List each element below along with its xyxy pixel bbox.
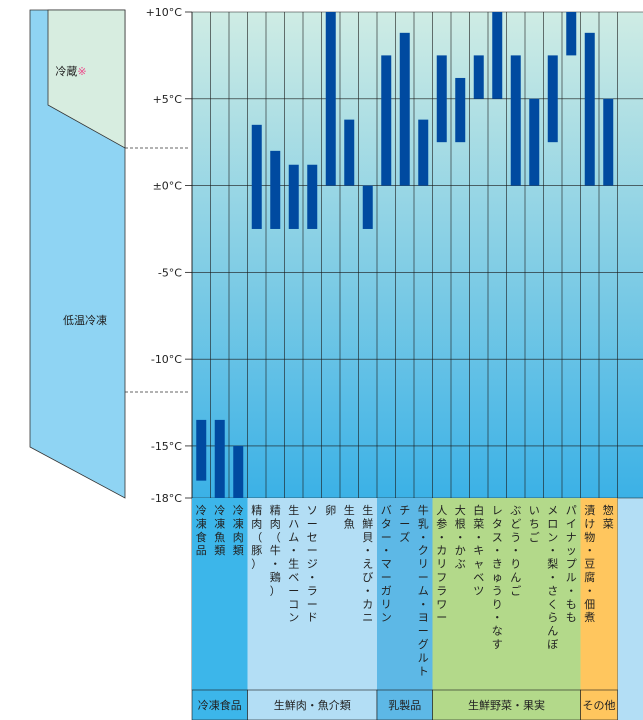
category-label: ぶどう・りんご [510, 504, 521, 597]
bar-series [196, 12, 614, 498]
category-label: パイナップル・もも [566, 504, 577, 624]
temperature-range-bar [584, 32, 595, 186]
y-tick-label: -18°C [151, 492, 182, 505]
group-legend-cell [191, 689, 248, 720]
temperature-range-bar [270, 150, 281, 229]
temperature-range-bar [325, 12, 336, 186]
category-column-bg [543, 498, 562, 690]
category-label: 冷凍魚類 [214, 504, 225, 557]
category-column-bg [488, 498, 507, 690]
zone-label-low-temp-freezing: 低温冷凍 [63, 314, 107, 327]
category-column-bg [451, 498, 470, 690]
y-tick-label: ±0°C [153, 180, 183, 193]
group-legend-label: 冷凍食品 [198, 698, 242, 712]
y-tick-label: +10°C [146, 6, 183, 19]
category-label: チーズ [399, 504, 410, 544]
category-column-bg [599, 498, 618, 690]
plot-area [192, 12, 643, 498]
category-label: 冷凍食品 [196, 504, 207, 557]
category-column-bg [469, 498, 488, 690]
category-column-bg [340, 498, 359, 690]
category-column-bg [580, 498, 599, 690]
y-tick-label: -15°C [151, 440, 182, 453]
category-label: 精肉（牛・鶏） [270, 504, 281, 597]
category-column-bg [377, 498, 396, 690]
category-column-bg [358, 498, 377, 690]
temperature-range-bar [233, 445, 244, 498]
category-label: レタス・きゅうり・なす [492, 504, 503, 651]
temperature-range-bar [307, 164, 318, 229]
category-label: 冷凍肉類 [233, 504, 244, 557]
category-column-bg [284, 498, 303, 690]
temperature-range-bar [566, 12, 577, 56]
group-legend-label: 生鮮野菜・果実 [468, 698, 545, 712]
category-label: 人参・カリフラワー [436, 504, 447, 624]
temperature-range-bar [344, 119, 355, 186]
category-label: メロン・梨・さくらんぼ [547, 504, 558, 651]
category-column-bg [303, 498, 322, 690]
temperature-range-bar [196, 419, 207, 481]
temperature-range-bar [603, 98, 614, 186]
temperature-range-bar [510, 55, 521, 186]
category-column-bg [247, 498, 266, 690]
temperature-range-bar [214, 419, 225, 498]
category-column-bg [432, 498, 451, 690]
zone-label-refrigeration: 冷蔵※ [55, 65, 86, 78]
category-column-bg [266, 498, 285, 690]
category-label: 牛乳・クリーム・ヨーグルト [418, 503, 429, 678]
temperature-range-bar [381, 55, 392, 186]
category-label: 精肉（豚） [251, 504, 262, 571]
group-legend-row: 冷凍食品 生鮮肉・魚介類 乳製品 生鮮野菜・果実 その他 [191, 689, 618, 720]
temperature-range-bar [473, 55, 484, 99]
category-column-bg [229, 498, 248, 690]
y-axis: +10°C +5°C ±0°C -5°C -10°C -15°C -18°C [146, 6, 193, 505]
group-legend-label: 乳製品 [388, 698, 421, 712]
category-label: 生鮮貝・えび・カニ [362, 503, 373, 624]
temperature-range-bar [492, 12, 503, 99]
category-column-bg [321, 498, 340, 690]
temperature-range-bar [529, 98, 540, 186]
category-label: 大根・かぶ [455, 503, 466, 571]
temperature-range-bar [362, 185, 373, 229]
category-column-bg [506, 498, 525, 690]
temperature-range-bar [251, 124, 262, 229]
category-column-bg [210, 498, 229, 690]
y-tick-label: -5°C [158, 266, 182, 279]
category-label: いちご [529, 504, 540, 544]
temperature-range-bar [288, 164, 299, 229]
category-label: 惣菜 [603, 503, 614, 530]
temperature-range-bar [436, 55, 447, 143]
y-tick-label: +5°C [153, 93, 183, 106]
category-column-bg [414, 498, 433, 690]
category-column-bg [192, 498, 211, 690]
category-column-bg [395, 498, 414, 690]
category-label: 生ハム・生ベーコン [288, 503, 299, 624]
category-column-bg [525, 498, 544, 690]
category-column-bg [562, 498, 581, 690]
temperature-range-bar [455, 77, 466, 143]
temperature-range-bar [547, 55, 558, 143]
category-label: 生魚 [344, 503, 355, 530]
category-label: 白菜・キャベツ [473, 503, 484, 597]
category-label: ソーセージ・ラード [307, 504, 318, 624]
category-label: 卵 [325, 504, 336, 517]
y-tick-label: -10°C [151, 353, 182, 366]
refrigeration-note-mark: ※ [77, 65, 86, 78]
group-legend-label: 生鮮肉・魚介類 [274, 698, 351, 712]
category-label: 漬け物・豆腐・佃煮 [584, 503, 595, 624]
temperature-range-bar [399, 32, 410, 186]
group-legend-cell [432, 689, 581, 720]
group-legend-label: その他 [583, 699, 616, 712]
temperature-range-bar [418, 119, 429, 186]
group-legend-cell [580, 689, 618, 720]
category-label: バター・マーガリン [381, 504, 392, 624]
